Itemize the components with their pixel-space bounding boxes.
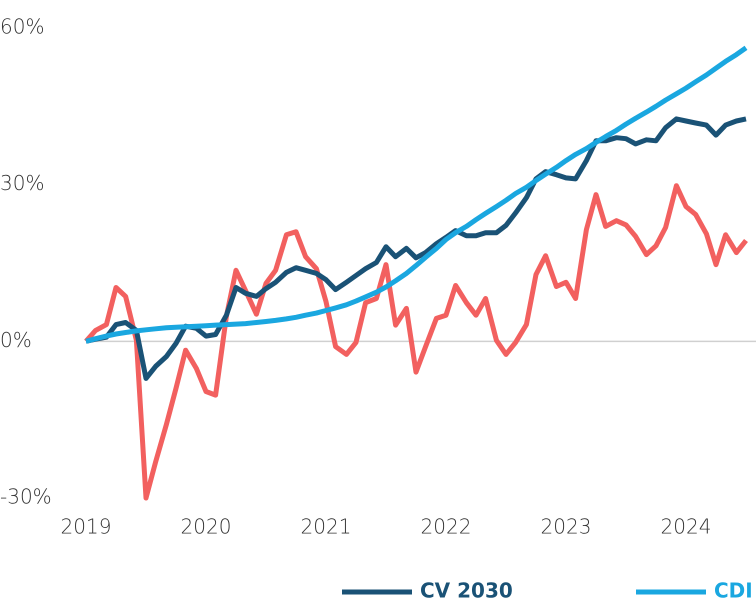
x-tick-label: 2023: [541, 515, 592, 539]
legend-label: CV 2030: [420, 579, 513, 599]
series-line: [85, 45, 748, 344]
x-tick-label: 2020: [181, 515, 232, 539]
x-tick-label: 2022: [421, 515, 472, 539]
series-line: [85, 116, 747, 381]
legend-label: CDI: [714, 579, 753, 599]
y-tick-label: 30%: [0, 171, 44, 195]
y-tick-label: -30%: [0, 485, 52, 509]
series-line: [84, 183, 748, 501]
x-tick-label: 2019: [61, 515, 112, 539]
y-tick-label: 60%: [0, 15, 44, 39]
y-tick-label: 0%: [0, 328, 32, 352]
x-tick-label: 2024: [661, 515, 712, 539]
x-tick-label: 2021: [301, 515, 352, 539]
